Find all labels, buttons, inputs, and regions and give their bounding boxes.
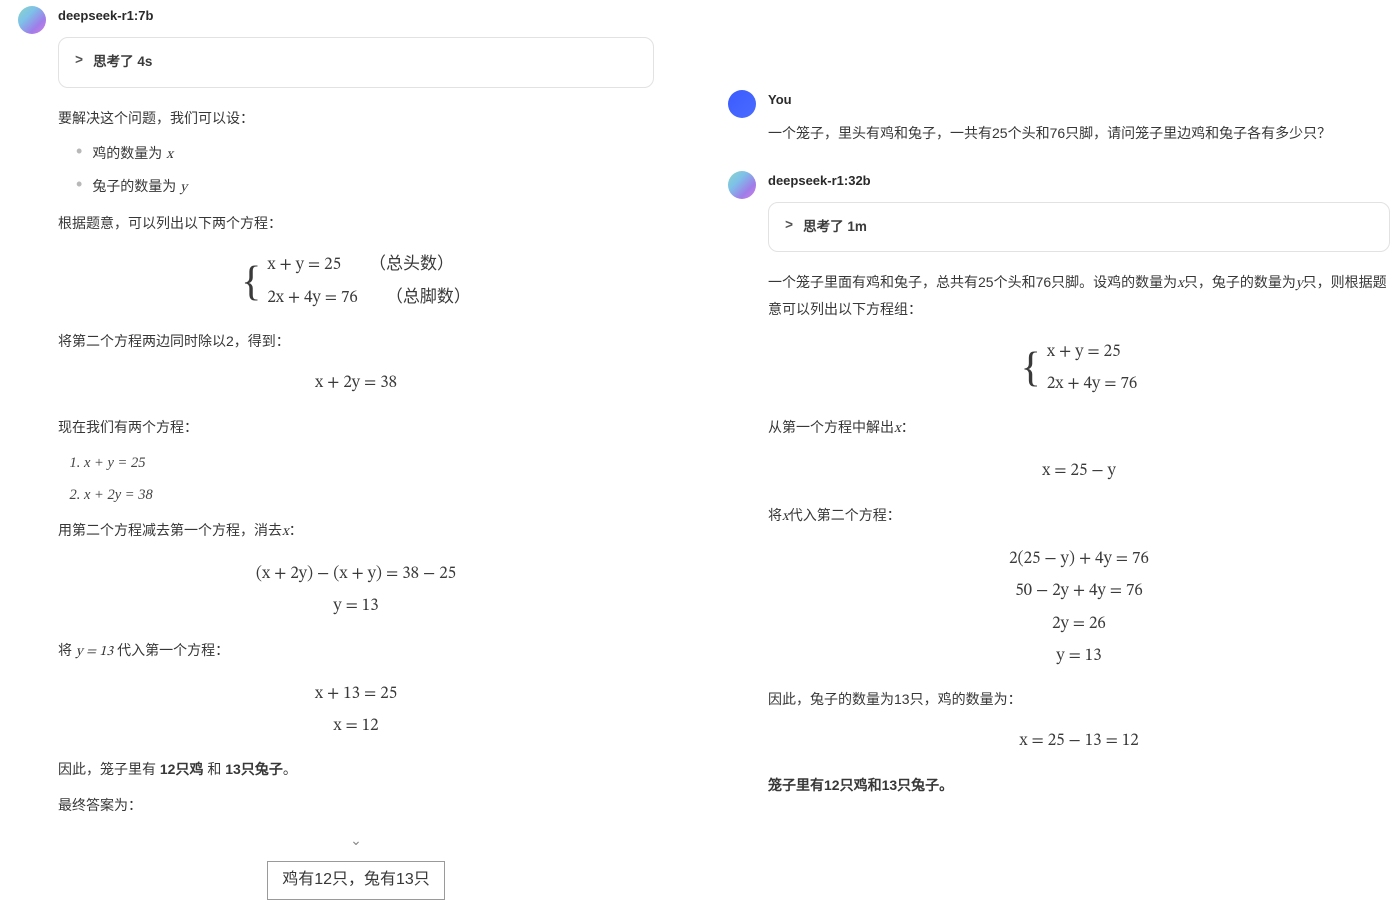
bullet-item: • 兔子的数量为 y bbox=[76, 174, 654, 201]
equation: 2(25 − y) + 4y = 76 50 − 2y + 4y = 76 2y… bbox=[768, 544, 1390, 673]
bullet-dot-icon: • bbox=[76, 141, 82, 163]
step-text: 因此，兔子的数量为13只，鸡的数量为： bbox=[768, 687, 1390, 712]
model-avatar-icon bbox=[728, 171, 756, 199]
bullet-dot-icon: • bbox=[76, 174, 82, 196]
model-name: deepseek-r1:7b bbox=[58, 4, 654, 27]
equation: x + 13 = 25 x = 12 bbox=[58, 679, 654, 744]
equations-intro: 根据题意，可以列出以下两个方程： bbox=[58, 211, 654, 236]
equation: x + 2y = 38 bbox=[58, 368, 654, 400]
step-text: 用第二个方程减去第一个方程，消去x： bbox=[58, 518, 654, 545]
model-name: deepseek-r1:32b bbox=[768, 169, 1390, 192]
conclusion-text: 笼子里有12只鸡和13只兔子。 bbox=[768, 773, 1390, 798]
intro-text: 要解决这个问题，我们可以设： bbox=[58, 106, 654, 131]
model-avatar-icon bbox=[18, 6, 46, 34]
final-label: 最终答案为： bbox=[58, 793, 654, 818]
step-text: 将x代入第二个方程： bbox=[768, 503, 1390, 530]
left-brace-icon: { bbox=[241, 264, 261, 302]
user-prompt: 一个笼子，里头有鸡和兔子，一共有25个头和76只脚，请问笼子里边鸡和兔子各有多少… bbox=[768, 121, 1390, 146]
thinking-label: 思考了 4s bbox=[93, 50, 152, 74]
chevron-down-icon[interactable]: ⌄ bbox=[58, 828, 654, 853]
chevron-right-icon: > bbox=[785, 215, 793, 239]
bullet-item: • 鸡的数量为 x bbox=[76, 141, 654, 168]
assistant-message-left: deepseek-r1:7b > 思考了 4s 要解决这个问题，我们可以设： •… bbox=[10, 0, 680, 900]
step-text: 从第一个方程中解出x： bbox=[768, 415, 1390, 442]
user-avatar-icon bbox=[728, 90, 756, 118]
conclusion-text: 因此，笼子里有 12只鸡 和 13只兔子。 bbox=[58, 757, 654, 782]
equation-list: x + y = 25 x + 2y = 38 bbox=[84, 450, 654, 508]
equation-system: { x + y = 25 2x + 4y = 76 bbox=[768, 337, 1390, 402]
intro-text: 一个笼子里面有鸡和兔子，总共有25个头和76只脚。设鸡的数量为x只，兔子的数量为… bbox=[768, 270, 1390, 322]
user-name: You bbox=[768, 88, 1390, 111]
list-item: x + y = 25 bbox=[84, 450, 654, 476]
equation: (x + 2y) − (x + y) = 38 − 25 y = 13 bbox=[58, 559, 654, 624]
equation-system: { x + y = 25（总头数） 2x + 4y = 76（总脚数） bbox=[58, 250, 654, 315]
thinking-label: 思考了 1m bbox=[803, 215, 867, 239]
answer-box: 鸡有12只，兔有13只 bbox=[267, 861, 445, 900]
step-text: 将 y = 13 代入第一个方程： bbox=[58, 638, 654, 665]
equation: x = 25 − y bbox=[768, 456, 1390, 488]
step-text: 现在我们有两个方程： bbox=[58, 415, 654, 440]
thinking-toggle[interactable]: > 思考了 4s bbox=[58, 37, 654, 87]
step-text: 将第二个方程两边同时除以2，得到： bbox=[58, 329, 654, 354]
chevron-right-icon: > bbox=[75, 50, 83, 74]
assistant-message-right: deepseek-r1:32b > 思考了 1m 一个笼子里面有鸡和兔子，总共有… bbox=[720, 165, 1390, 808]
bullet-text: 鸡的数量为 x bbox=[92, 141, 173, 168]
bullet-text: 兔子的数量为 y bbox=[92, 174, 187, 201]
left-brace-icon: { bbox=[1021, 350, 1041, 388]
user-message: You 一个笼子，里头有鸡和兔子，一共有25个头和76只脚，请问笼子里边鸡和兔子… bbox=[720, 84, 1390, 157]
thinking-toggle[interactable]: > 思考了 1m bbox=[768, 202, 1390, 252]
list-item: x + 2y = 38 bbox=[84, 482, 654, 508]
equation: x = 25 − 13 = 12 bbox=[768, 726, 1390, 758]
